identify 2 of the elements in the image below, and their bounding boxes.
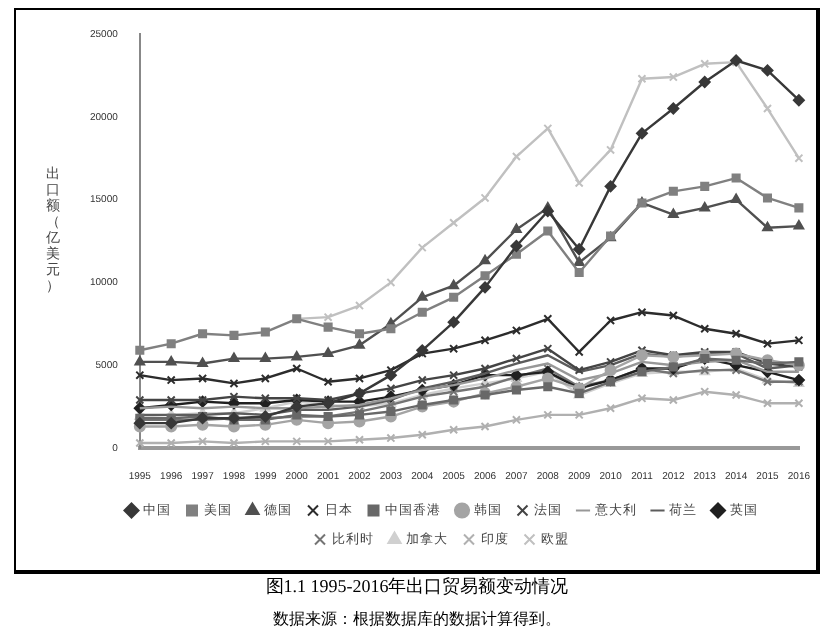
source-note: 数据来源：根据数据库的数据计算得到。 bbox=[271, 608, 563, 630]
text: 图1.1 1995-2016年出口贸易额变动情况 bbox=[263, 574, 571, 600]
